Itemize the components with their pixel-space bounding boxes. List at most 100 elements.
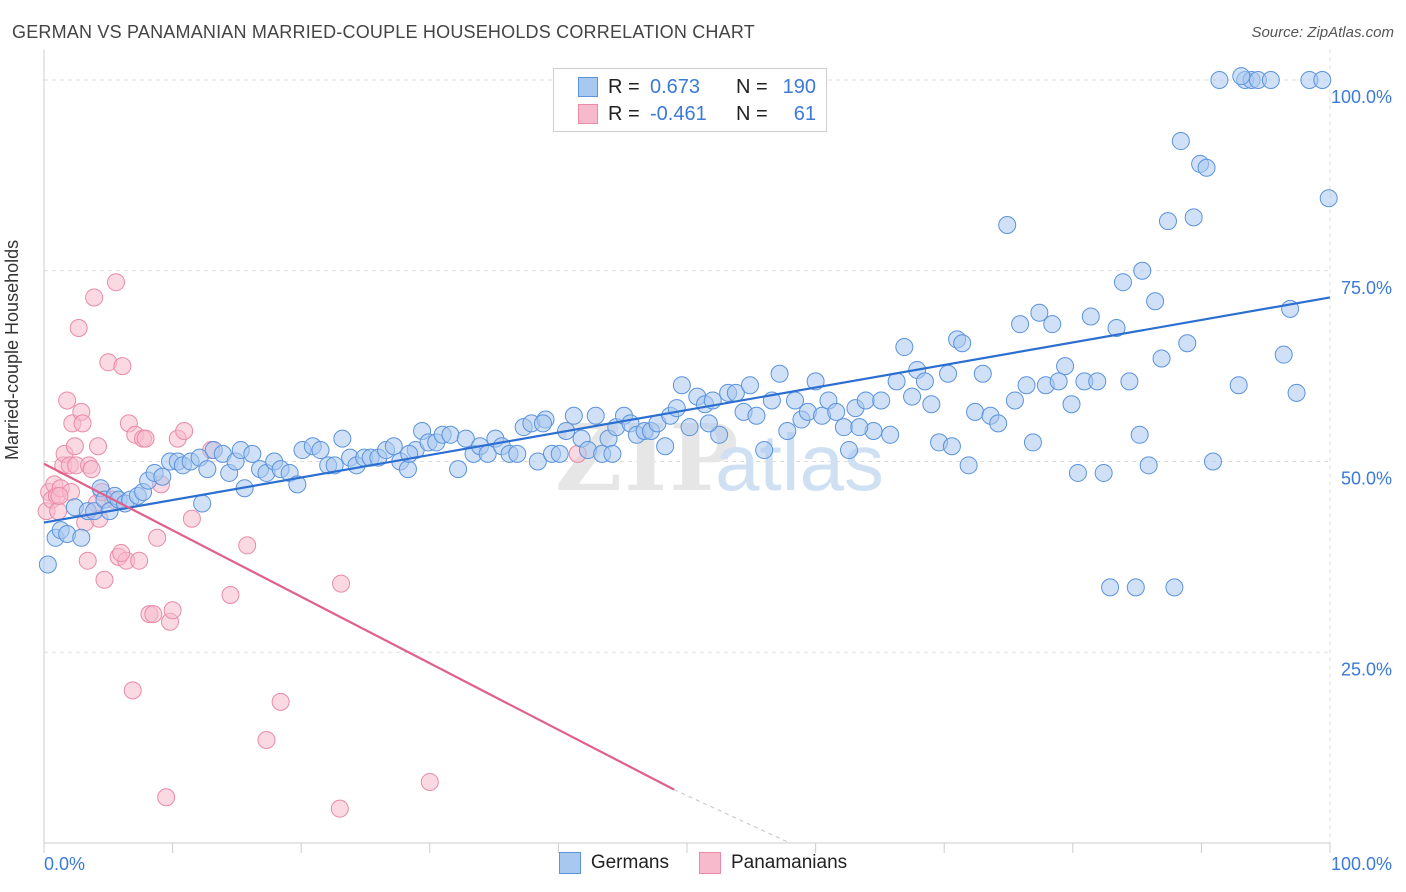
german-point bbox=[903, 387, 922, 406]
source-label: Source: ZipAtlas.com bbox=[1251, 24, 1394, 41]
german-point bbox=[1319, 189, 1338, 208]
german-point bbox=[1165, 578, 1184, 597]
series-legend: Germans Panamanians bbox=[0, 852, 1406, 874]
german-point bbox=[667, 399, 686, 418]
german-point bbox=[1210, 71, 1229, 89]
panamanian-point bbox=[107, 273, 126, 292]
german-point bbox=[672, 376, 691, 395]
panamanian-point bbox=[130, 551, 149, 570]
german-point bbox=[895, 338, 914, 357]
panamanian-point bbox=[144, 605, 163, 624]
panamanian-point bbox=[257, 730, 276, 749]
german-point bbox=[1158, 212, 1177, 231]
german-point bbox=[243, 444, 262, 463]
german-point bbox=[827, 402, 846, 421]
german-point bbox=[942, 437, 961, 456]
panamanians-legend-label: Panamanians bbox=[730, 852, 848, 873]
german-point bbox=[384, 437, 403, 456]
germans-trend-line bbox=[43, 296, 1331, 524]
german-point bbox=[872, 391, 891, 410]
german-point bbox=[1120, 372, 1139, 391]
panamanian-point bbox=[136, 429, 155, 448]
n-label: N = bbox=[736, 75, 768, 98]
german-point bbox=[699, 414, 718, 433]
german-point bbox=[966, 402, 985, 421]
german-point bbox=[72, 528, 91, 547]
german-point bbox=[1005, 391, 1024, 410]
german-point bbox=[856, 391, 875, 410]
german-point bbox=[881, 425, 900, 444]
german-point bbox=[1062, 395, 1081, 414]
german-point bbox=[193, 494, 212, 513]
german-point bbox=[1017, 376, 1036, 395]
correlation-legend: R = 0.673 N = 190 R = -0.461 N = 61 bbox=[553, 68, 827, 132]
panamanian-point bbox=[157, 788, 176, 807]
y-tick-label: 25.0% bbox=[1341, 659, 1392, 679]
german-point bbox=[564, 406, 583, 425]
german-point bbox=[656, 437, 675, 456]
german-point bbox=[456, 429, 475, 448]
german-point bbox=[333, 429, 352, 448]
panamanian-point bbox=[49, 502, 68, 521]
german-point bbox=[778, 421, 797, 440]
german-point bbox=[508, 444, 527, 463]
german-point bbox=[1203, 452, 1222, 471]
german-point bbox=[1232, 67, 1251, 86]
panamanian-point bbox=[78, 551, 97, 570]
german-point bbox=[1152, 349, 1171, 368]
german-point bbox=[441, 425, 460, 444]
german-point bbox=[1130, 425, 1149, 444]
german-point bbox=[1011, 315, 1030, 334]
panamanian-point bbox=[332, 574, 351, 593]
panamanian-point bbox=[113, 357, 132, 376]
y-tick-label: 100.0% bbox=[1331, 87, 1392, 107]
german-point bbox=[1274, 345, 1293, 364]
panamanian-point bbox=[112, 544, 131, 563]
panamanians-trend-extension bbox=[673, 789, 791, 844]
german-point bbox=[449, 460, 468, 479]
panamanian-point bbox=[330, 799, 349, 818]
german-point bbox=[953, 334, 972, 353]
x-tick-label: 100.0% bbox=[1331, 854, 1392, 874]
german-point bbox=[1184, 208, 1203, 227]
legend-item-panamanians[interactable]: Panamanians bbox=[698, 852, 848, 874]
german-point bbox=[1229, 376, 1248, 395]
legend-row-germans: R = 0.673 N = 190 bbox=[578, 74, 816, 100]
german-point bbox=[603, 444, 622, 463]
german-point bbox=[850, 418, 869, 437]
german-point bbox=[770, 364, 789, 383]
panamanian-point bbox=[85, 288, 104, 307]
panamanian-point bbox=[82, 460, 101, 479]
german-point bbox=[1178, 334, 1197, 353]
german-point bbox=[834, 418, 853, 437]
german-point bbox=[959, 456, 978, 475]
panamanians-swatch bbox=[578, 104, 598, 124]
panamanian-point bbox=[65, 437, 84, 456]
german-point bbox=[755, 441, 774, 460]
panamanian-point bbox=[148, 528, 167, 547]
germans-points bbox=[38, 67, 1338, 597]
german-point bbox=[1049, 372, 1068, 391]
legend-item-germans[interactable]: Germans bbox=[558, 852, 669, 874]
german-point bbox=[1146, 292, 1165, 311]
r-value: -0.461 bbox=[650, 102, 707, 125]
german-point bbox=[1030, 303, 1049, 322]
german-point bbox=[680, 418, 699, 437]
r-label: R = bbox=[608, 102, 640, 125]
german-point bbox=[1081, 307, 1100, 326]
panamanian-point bbox=[420, 772, 439, 791]
german-point bbox=[311, 441, 330, 460]
german-point bbox=[1313, 71, 1332, 89]
panamanian-point bbox=[163, 601, 182, 620]
axes bbox=[43, 49, 1331, 853]
german-point bbox=[1133, 261, 1152, 280]
german-point bbox=[398, 460, 417, 479]
german-point bbox=[1139, 456, 1158, 475]
panamanian-point bbox=[69, 318, 88, 337]
german-point bbox=[1197, 158, 1216, 177]
y-tick-label: 75.0% bbox=[1341, 278, 1392, 298]
panamanian-point bbox=[73, 414, 92, 433]
y-tick-label: 50.0% bbox=[1341, 469, 1392, 489]
germans-legend-swatch bbox=[558, 852, 581, 874]
